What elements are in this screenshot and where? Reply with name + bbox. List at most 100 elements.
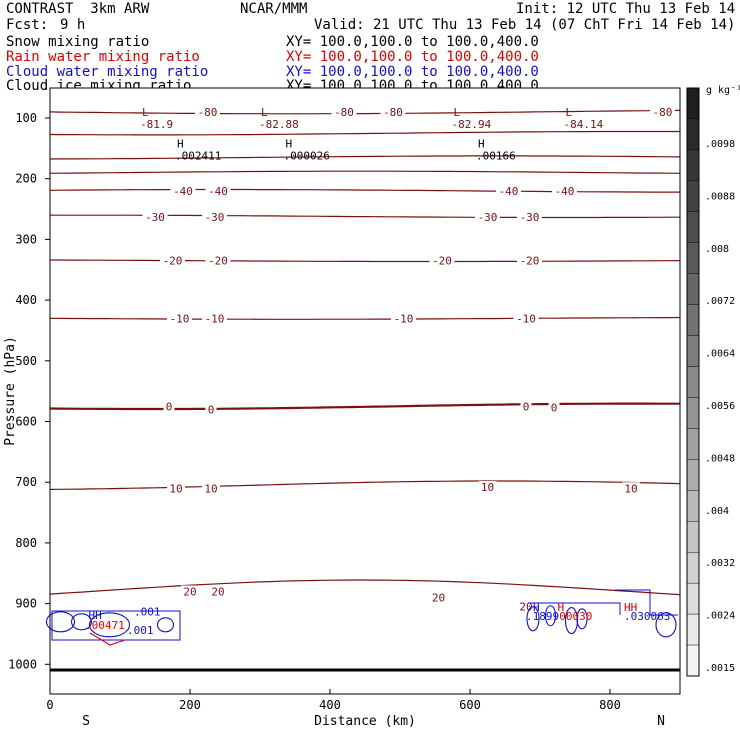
cloud-water-envelope — [528, 589, 678, 616]
colorbar-label: .0024 — [705, 611, 735, 622]
temperature-contour — [49, 316, 681, 320]
colorbar-swatch — [686, 490, 700, 522]
contour-label-bg — [429, 254, 455, 267]
cloud-water-contour — [70, 613, 93, 631]
contour-label-bg — [517, 254, 542, 267]
contour-label-bg — [380, 105, 406, 118]
extremum-value: -82.94 — [452, 118, 492, 131]
x-end-label-north: N — [657, 714, 665, 729]
contour-label: -20 — [520, 255, 540, 268]
colorbar-label: .0032 — [705, 558, 735, 569]
contour-label: -10 — [394, 312, 414, 325]
contour-label-bg — [181, 585, 199, 598]
temperature-contour — [50, 259, 681, 263]
contour-label-bg — [142, 210, 168, 223]
forecast-hours: 9 h — [60, 17, 86, 33]
contour-label-bg — [517, 210, 542, 223]
colorbar-swatch — [686, 87, 700, 120]
contour-label-bg — [202, 210, 227, 223]
contour-label-bg — [513, 312, 539, 325]
extremum-mark: H — [286, 138, 293, 151]
contour-label: 0 — [523, 400, 530, 413]
colorbar-swatch — [686, 397, 700, 429]
contour-label: -40 — [499, 185, 519, 198]
extremum-value: .000026 — [284, 150, 330, 163]
contour-label-bg — [496, 184, 521, 197]
cloud-annotation: H — [558, 601, 565, 614]
contour-label: 20 — [211, 585, 224, 598]
model-title: CONTRAST 3km ARW — [6, 1, 150, 17]
colorbar-label: .0098 — [705, 139, 735, 150]
colorbar-frame — [686, 87, 700, 677]
colorbar-label: .004 — [705, 506, 729, 517]
y-tick-label: 100 — [15, 111, 37, 125]
y-tick-label: 400 — [15, 293, 37, 307]
colorbar-swatch — [686, 428, 700, 460]
colorbar-swatch — [686, 242, 700, 274]
colorbar-swatch — [686, 273, 700, 305]
colorbar-swatch — [686, 118, 700, 151]
cloud-annotation: HH — [89, 609, 102, 622]
colorbar-swatch — [686, 613, 700, 646]
contour-label-bg — [167, 482, 185, 495]
colorbar-label: .0056 — [705, 401, 735, 412]
contour-label-bg — [475, 210, 500, 223]
contour-label: 10 — [624, 482, 637, 495]
contour-label-bg — [209, 585, 227, 598]
temperature-contour — [49, 155, 681, 160]
y-tick-label: 1000 — [8, 657, 37, 671]
y-tick-label: 200 — [15, 172, 37, 186]
extremum-value: -84.14 — [564, 118, 604, 131]
cloud-water-contour — [45, 611, 76, 633]
temperature-contour — [49, 109, 681, 115]
contour-label: 10 — [169, 482, 182, 495]
y-tick-label: 500 — [15, 354, 37, 368]
colorbar-swatch — [686, 366, 700, 398]
temperature-contour — [49, 579, 681, 596]
colorbar-swatch — [686, 644, 700, 677]
cloud-water-envelope — [51, 610, 181, 641]
y-tick-label: 300 — [15, 232, 37, 246]
cloud-annotation: HH — [624, 601, 637, 614]
legend-xy-snow: XY= 100.0,100.0 to 100.0,400.0 — [286, 34, 539, 50]
plot-frame — [49, 87, 681, 695]
contour-label: -30 — [478, 211, 498, 224]
contour-label-bg — [622, 482, 640, 495]
contour-label: 0 — [208, 403, 215, 416]
extremum-mark: L — [454, 106, 461, 119]
contour-label: -10 — [205, 312, 225, 325]
contour-label-bg — [170, 184, 196, 197]
extremum-value: -82.88 — [259, 118, 299, 131]
colorbar-swatch — [686, 304, 700, 336]
contour-label-bg — [331, 105, 357, 118]
contour-label-bg — [552, 184, 577, 197]
contour-label: -30 — [520, 211, 540, 224]
contour-label: -80 — [198, 106, 218, 119]
extremum-mark: H — [478, 138, 485, 151]
y-tick-label: 700 — [15, 475, 37, 489]
cloud-water-contour — [526, 606, 540, 632]
contour-label: -20 — [208, 255, 228, 268]
y-tick-label: 800 — [15, 536, 37, 550]
extremum-mark: L — [566, 106, 573, 119]
contour-label-bg — [478, 481, 497, 494]
contour-label: -80 — [383, 106, 403, 119]
contour-label: 0 — [166, 400, 173, 413]
cloud-annotation: .1899 — [526, 610, 559, 623]
x-tick-label: 200 — [179, 698, 201, 712]
y-axis-label: Pressure (hPa) — [3, 336, 18, 446]
x-tick-label: 400 — [319, 698, 341, 712]
colorbar-label: .0015 — [705, 663, 735, 674]
contour-label: -40 — [555, 185, 575, 198]
colorbar-swatch — [686, 459, 700, 491]
temperature-contour — [50, 170, 681, 174]
contour-label-bg — [520, 400, 532, 413]
extremum-value: .002411 — [175, 150, 221, 163]
extremum-value: -81.9 — [140, 118, 173, 131]
contour-label-bg — [160, 254, 185, 267]
contour-label-bg — [167, 312, 192, 325]
colorbar-swatch — [686, 149, 700, 182]
legend-xy-rain: XY= 100.0,100.0 to 100.0,400.0 — [286, 49, 539, 65]
colorbar-label: .0088 — [705, 191, 735, 202]
contour-label: -10 — [516, 312, 536, 325]
